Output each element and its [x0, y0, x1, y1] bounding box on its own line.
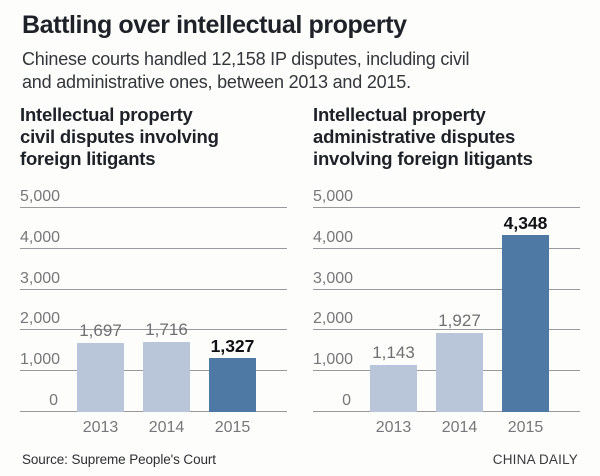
y-axis-tick-label: 2,000 [20, 310, 61, 328]
bar-2014 [436, 333, 483, 412]
civil-disputes-plot: 0 1,000 2,000 3,000 4,000 5,000 1,697 2013 1,716… [20, 188, 287, 436]
y-axis-tick-label: 5,000 [313, 188, 354, 205]
gridline-2000 [313, 329, 580, 330]
bar-value-label-2013: 1,697 [79, 320, 122, 340]
y-axis-tick-label: 4,000 [20, 228, 61, 246]
bar-2014 [143, 342, 190, 412]
x-axis-tick-label-2015: 2015 [214, 419, 251, 436]
bar-value-label-2013: 1,143 [372, 343, 415, 363]
chart-title-line: foreign litigants [20, 148, 156, 169]
y-axis-tick-label: 5,000 [20, 188, 61, 205]
brand-label: CHINA DAILY [492, 452, 578, 467]
x-axis-tick-label-2014: 2014 [148, 419, 185, 436]
y-axis-tick-label: 3,000 [313, 269, 354, 287]
bar-value-label-2015: 4,348 [503, 212, 548, 233]
header: Battling over intellectual property Chin… [0, 0, 600, 94]
bar-2013 [77, 342, 124, 412]
gridline-4000 [20, 248, 287, 249]
footer: Source: Supreme People's Court CHINA DAI… [0, 452, 600, 467]
gridline-5000 [20, 207, 287, 208]
bar-2015 [209, 357, 256, 412]
administrative-chart-title: Intellectual property administrative dis… [313, 104, 580, 170]
y-axis-tick-label: 2,000 [313, 310, 354, 328]
page-subtitle: Chinese courts handled 12,158 IP dispute… [22, 48, 578, 94]
civil-disputes-chart: Intellectual property civil disputes inv… [20, 104, 287, 436]
chart-title-line: Intellectual property [20, 104, 193, 125]
y-axis-tick-label: 1,000 [313, 351, 354, 369]
x-axis-tick-label-2013: 2013 [375, 419, 412, 436]
subtitle-line-2: and administrative ones, between 2013 an… [22, 72, 411, 92]
y-axis-tick-label: 0 [342, 392, 351, 409]
gridline-3000 [20, 289, 287, 290]
y-axis-tick-label: 1,000 [20, 351, 61, 369]
x-axis-tick-label-2013: 2013 [82, 419, 119, 436]
gridline-5000 [313, 207, 580, 208]
gridline-4000 [313, 248, 580, 249]
bar-value-label-2014: 1,716 [145, 320, 188, 339]
charts-row: Intellectual property civil disputes inv… [0, 104, 600, 436]
chart-title-line: civil disputes involving [20, 126, 219, 147]
civil-chart-title: Intellectual property civil disputes inv… [20, 104, 287, 170]
y-axis-tick-label: 3,000 [20, 269, 61, 287]
bar-2015 [502, 234, 549, 412]
x-axis-tick-label-2015: 2015 [507, 419, 544, 436]
gridline-3000 [313, 289, 580, 290]
y-axis-tick-label: 0 [49, 392, 58, 409]
administrative-disputes-plot: 0 1,000 2,000 3,000 4,000 5,000 1,143 2013 1,927… [313, 188, 580, 436]
chart-title-line: involving foreign litigants [313, 148, 533, 169]
chart-title-line: administrative disputes [313, 126, 516, 147]
y-axis-tick-label: 4,000 [313, 228, 354, 246]
source-label: Source: Supreme People's Court [22, 452, 216, 467]
page-title: Battling over intellectual property [22, 11, 407, 39]
subtitle-line-1: Chinese courts handled 12,158 IP dispute… [22, 49, 470, 69]
chart-title-line: Intellectual property [313, 104, 486, 125]
bar-value-label-2014: 1,927 [438, 311, 481, 331]
bar-2013 [370, 365, 417, 412]
administrative-disputes-chart: Intellectual property administrative dis… [313, 104, 580, 436]
gridline-2000 [20, 329, 287, 330]
x-axis-tick-label-2014: 2014 [441, 419, 478, 436]
bar-value-label-2015: 1,327 [210, 335, 255, 356]
